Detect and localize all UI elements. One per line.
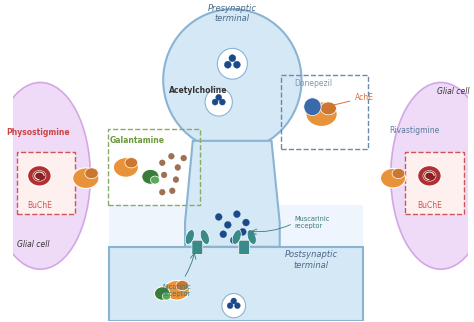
Circle shape [216, 94, 222, 100]
Circle shape [304, 98, 321, 116]
Text: Rivastigmine: Rivastigmine [389, 126, 439, 135]
Circle shape [243, 219, 249, 226]
Circle shape [234, 61, 240, 68]
Text: Galantamine: Galantamine [109, 136, 164, 145]
Ellipse shape [0, 82, 91, 269]
Circle shape [161, 172, 167, 178]
Ellipse shape [232, 230, 241, 244]
Circle shape [239, 228, 246, 235]
Bar [108, 129, 200, 205]
Circle shape [220, 231, 227, 238]
Circle shape [163, 9, 301, 151]
Circle shape [212, 99, 218, 105]
Ellipse shape [201, 230, 210, 244]
Ellipse shape [164, 280, 189, 300]
Circle shape [222, 294, 246, 318]
Text: BuChE: BuChE [27, 201, 52, 210]
Text: Presynaptic
terminal: Presynaptic terminal [208, 4, 257, 23]
Circle shape [205, 88, 232, 116]
Text: Nicotinic
receptor: Nicotinic receptor [163, 284, 191, 297]
Circle shape [218, 48, 247, 79]
Ellipse shape [247, 230, 256, 244]
Text: Glial cell: Glial cell [17, 241, 50, 250]
Ellipse shape [150, 176, 160, 184]
Text: Muscarinic
receptor: Muscarinic receptor [294, 216, 329, 229]
Circle shape [224, 222, 231, 228]
Ellipse shape [142, 169, 159, 184]
Circle shape [169, 153, 174, 159]
Ellipse shape [125, 158, 138, 168]
Circle shape [224, 61, 231, 68]
Bar [405, 153, 464, 214]
Circle shape [229, 55, 236, 62]
Circle shape [159, 160, 165, 166]
Ellipse shape [423, 170, 436, 181]
Ellipse shape [176, 280, 189, 291]
FancyBboxPatch shape [192, 240, 203, 254]
Ellipse shape [113, 158, 138, 177]
Circle shape [227, 303, 233, 309]
Text: Postsynaptic
terminal: Postsynaptic terminal [284, 250, 337, 270]
Circle shape [173, 177, 179, 183]
Ellipse shape [418, 166, 441, 186]
Circle shape [231, 298, 237, 304]
Ellipse shape [320, 102, 337, 115]
Ellipse shape [306, 102, 337, 127]
Circle shape [234, 211, 240, 218]
Ellipse shape [73, 168, 99, 188]
Ellipse shape [162, 293, 171, 300]
Circle shape [215, 213, 222, 221]
Text: BuChE: BuChE [417, 201, 442, 210]
Polygon shape [185, 141, 280, 247]
Ellipse shape [185, 230, 194, 244]
Text: Acetylcholine: Acetylcholine [169, 86, 228, 95]
Text: Glial cell: Glial cell [438, 87, 470, 96]
Ellipse shape [391, 82, 474, 269]
Circle shape [175, 165, 181, 170]
Circle shape [230, 237, 237, 244]
Bar [17, 153, 75, 214]
Ellipse shape [381, 168, 406, 188]
Bar [281, 75, 368, 149]
Text: Physostigmine: Physostigmine [6, 128, 70, 137]
Ellipse shape [155, 287, 170, 300]
Bar [109, 205, 364, 247]
Circle shape [159, 189, 165, 195]
Ellipse shape [392, 168, 405, 179]
FancyBboxPatch shape [239, 240, 250, 254]
Text: AchE: AchE [324, 93, 374, 108]
Circle shape [219, 99, 225, 105]
Polygon shape [109, 247, 364, 321]
Ellipse shape [27, 166, 51, 186]
Circle shape [181, 155, 186, 161]
Text: Donepezil: Donepezil [294, 79, 332, 88]
Ellipse shape [33, 170, 46, 181]
Ellipse shape [85, 168, 98, 179]
Circle shape [170, 188, 175, 194]
Circle shape [235, 303, 240, 309]
